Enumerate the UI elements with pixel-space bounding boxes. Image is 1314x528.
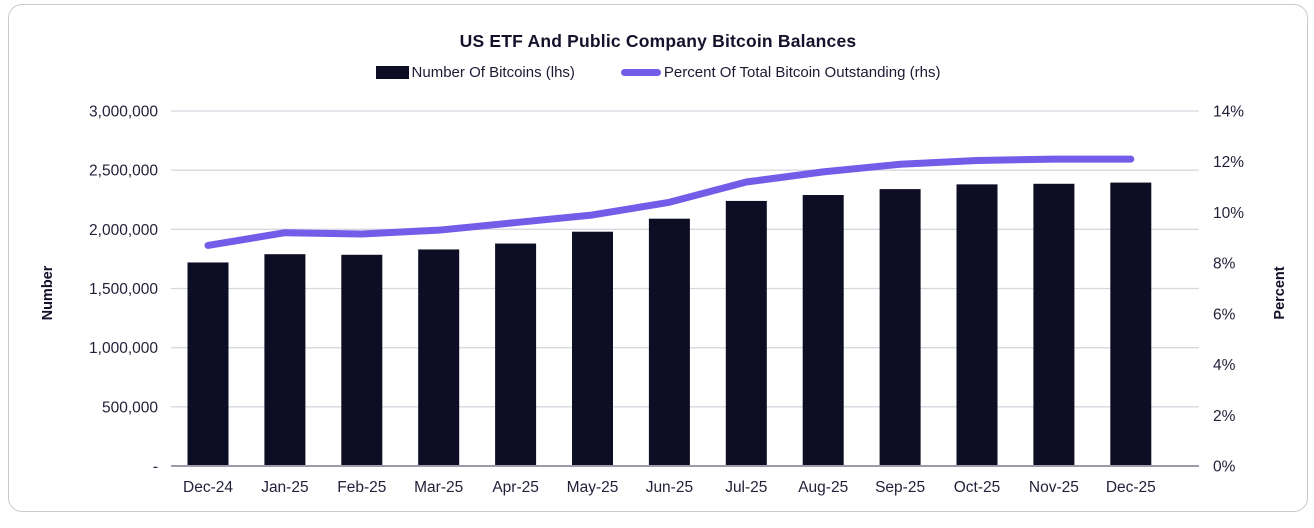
x-axis-label-Apr-25: Apr-25 [492, 479, 539, 496]
right-axis-tick-label: 6% [1213, 306, 1236, 323]
legend-label-percent: Percent Of Total Bitcoin Outstanding (rh… [663, 64, 941, 81]
bar-Dec-24 [187, 262, 229, 466]
bar-Feb-25 [341, 254, 383, 466]
legend-bar-swatch-icon [375, 66, 409, 79]
chart-plot: - 500,000 1,000,000 1,500,000 2,000,000 2,500… [89, 104, 1244, 497]
x-axis-label-Jan-25: Jan-25 [261, 479, 308, 496]
x-axis-label-Dec-24: Dec-24 [183, 479, 233, 496]
right-axis-tick-label: 0% [1213, 459, 1236, 476]
bar-Aug-25 [802, 195, 844, 466]
x-axis-label-Sep-25: Sep-25 [875, 479, 925, 496]
bar-May-25 [572, 231, 613, 466]
legend-line-swatch-icon [620, 69, 661, 76]
right-axis-tick-label: 14% [1213, 104, 1244, 121]
bar-Dec-25 [1110, 182, 1152, 466]
chart-legend: Number Of Bitcoins (lhs) Percent Of Tota… [9, 64, 1307, 81]
right-axis-tick-label: 12% [1213, 154, 1244, 171]
bar-Jun-25 [648, 218, 690, 466]
left-axis-tick-label: - [153, 459, 158, 476]
right-axis-tick-label: 4% [1213, 357, 1236, 374]
right-axis-tick-label: 2% [1213, 408, 1236, 425]
chart-title: US ETF And Public Company Bitcoin Balanc… [459, 31, 857, 51]
left-axis-tick-label: 3,000,000 [89, 104, 158, 121]
left-axis-tick-label: 500,000 [102, 399, 158, 416]
bar-Nov-25 [1033, 183, 1075, 466]
right-axis-tick-label: 8% [1213, 256, 1236, 273]
x-axis-label-May-25: May-25 [567, 479, 619, 496]
x-axis-label-Jul-25: Jul-25 [725, 479, 767, 496]
bar-Apr-25 [495, 243, 537, 466]
bar-Jan-25 [264, 254, 306, 466]
chart-card: US ETF And Public Company Bitcoin Balanc… [8, 4, 1308, 512]
bar-Jul-25 [725, 200, 767, 466]
right-axis-tick-label: 10% [1213, 205, 1244, 222]
trend-line [204, 155, 1135, 249]
x-axis-label-Jun-25: Jun-25 [646, 479, 693, 496]
x-axis-label-Nov-25: Nov-25 [1029, 479, 1079, 496]
left-axis-tick-label: 1,500,000 [89, 281, 158, 298]
bar-Oct-25 [956, 184, 998, 466]
x-axis-label-Aug-25: Aug-25 [798, 479, 848, 496]
bar-Sep-25 [879, 189, 921, 466]
legend-label-bitcoins: Number Of Bitcoins (lhs) [411, 64, 575, 81]
bar-Mar-25 [418, 249, 460, 466]
x-axis-label-Mar-25: Mar-25 [414, 479, 463, 496]
legend-item-percent: Percent Of Total Bitcoin Outstanding (rh… [620, 64, 941, 81]
x-axis-label-Oct-25: Oct-25 [954, 479, 1001, 496]
legend-item-bitcoins: Number Of Bitcoins (lhs) [375, 64, 575, 81]
left-axis-tick-label: 1,000,000 [89, 340, 158, 357]
x-axis-label-Feb-25: Feb-25 [337, 479, 386, 496]
left-axis-tick-label: 2,000,000 [89, 222, 158, 239]
x-axis-label-Dec-25: Dec-25 [1106, 479, 1156, 496]
left-axis-tick-label: 2,500,000 [89, 163, 158, 180]
